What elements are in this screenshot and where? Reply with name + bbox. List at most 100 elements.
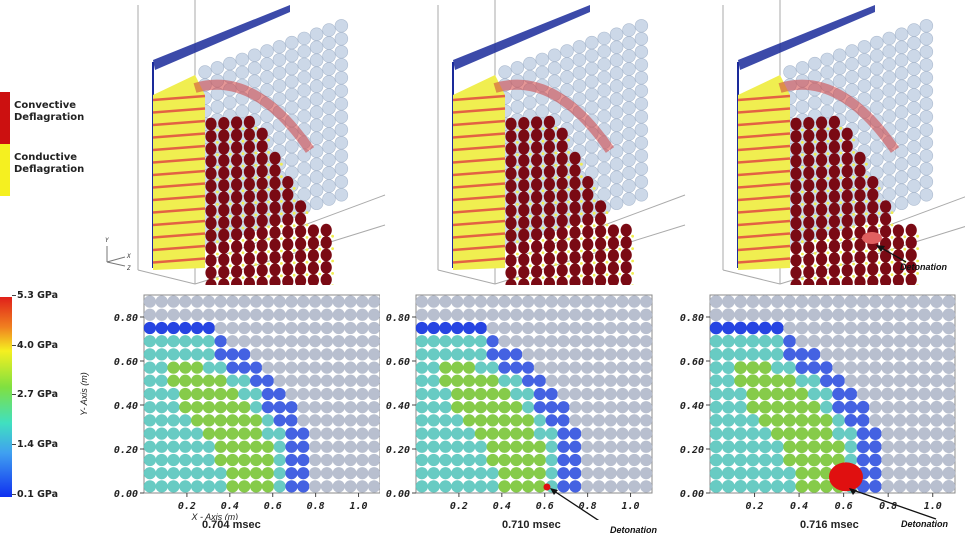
- particle: [881, 453, 894, 467]
- inert-cylinder: [597, 70, 611, 85]
- hotspot: [865, 249, 868, 253]
- hotspot: [852, 175, 855, 179]
- inert-cylinder: [609, 170, 624, 184]
- y-tick-label: 0.00: [114, 489, 138, 500]
- particle: [783, 453, 796, 467]
- convective-band: [152, 107, 206, 114]
- particle: [320, 414, 334, 427]
- hotspot: [801, 178, 804, 182]
- particle: [273, 427, 286, 440]
- inert-cylinder: [894, 79, 909, 93]
- particle: [155, 414, 168, 427]
- particle: [273, 414, 286, 427]
- hotspot: [516, 277, 519, 281]
- hotspot: [631, 272, 634, 275]
- reacted-cylinder: [854, 263, 866, 277]
- hotspot: [839, 263, 843, 266]
- hotspot: [516, 240, 519, 244]
- particle: [580, 308, 594, 321]
- hotspot: [890, 273, 894, 276]
- particle: [415, 440, 429, 453]
- inert-cylinder: [597, 148, 611, 163]
- particle: [297, 467, 310, 480]
- inert-cylinder: [882, 31, 896, 46]
- particle: [881, 361, 894, 374]
- inert-cylinder: [535, 65, 549, 80]
- particle: [415, 467, 429, 480]
- particle: [604, 427, 617, 440]
- particle: [545, 361, 558, 374]
- particle: [486, 453, 499, 467]
- plot-area: 0.800.600.400.200.000.2 0.4 0.6 0.8 1.0: [386, 294, 653, 520]
- hotspot: [228, 190, 232, 193]
- hotspot: [605, 223, 609, 227]
- particle: [545, 453, 558, 467]
- particle: [498, 440, 511, 453]
- particle: [832, 400, 845, 414]
- reacted-cylinder: [828, 215, 840, 228]
- particle: [807, 295, 821, 308]
- inert-cylinder: [907, 88, 921, 102]
- reacted-cylinder: [828, 252, 840, 265]
- particle: [746, 480, 760, 493]
- particle: [639, 335, 653, 348]
- particle: [893, 361, 907, 374]
- reacted-cylinder: [505, 192, 517, 205]
- reacted-cylinder: [543, 128, 555, 142]
- hotspot: [528, 202, 532, 206]
- particle: [143, 467, 157, 480]
- hotspot: [877, 224, 881, 228]
- particle: [202, 387, 216, 401]
- reacted-cylinder: [543, 202, 555, 216]
- particle: [820, 308, 833, 322]
- inert-cylinder: [832, 61, 847, 75]
- particle: [179, 467, 192, 480]
- hotspot: [592, 187, 596, 190]
- particle: [249, 321, 263, 335]
- particle: [179, 453, 192, 467]
- particle: [592, 361, 606, 374]
- particle: [557, 453, 570, 467]
- particle: [308, 440, 322, 453]
- reacted-cylinder: [295, 262, 307, 275]
- convective-band: [152, 94, 206, 102]
- particle: [918, 400, 931, 414]
- reacted-cylinder: [282, 225, 294, 239]
- hotspot: [292, 211, 296, 215]
- hotspot: [292, 236, 296, 240]
- hotspot: [567, 138, 570, 142]
- hotspot: [331, 259, 334, 263]
- particle: [486, 361, 499, 374]
- particle: [856, 361, 870, 374]
- inert-cylinder: [609, 105, 624, 119]
- particle: [214, 348, 227, 361]
- hotspot: [216, 128, 219, 132]
- particle: [832, 414, 845, 427]
- particle: [226, 440, 239, 453]
- inert-cylinder: [597, 174, 611, 189]
- hotspot: [801, 128, 804, 132]
- particle: [893, 440, 907, 454]
- hotspot: [228, 177, 232, 181]
- particle: [722, 295, 735, 308]
- particle: [628, 427, 641, 440]
- inert-cylinder: [609, 27, 624, 41]
- reacted-cylinder: [841, 239, 853, 253]
- reacted-cylinder: [841, 276, 853, 285]
- particle: [167, 308, 180, 321]
- particle: [569, 361, 582, 374]
- particle: [521, 387, 535, 401]
- particle: [580, 453, 594, 467]
- particle: [439, 374, 452, 387]
- particle: [249, 480, 263, 493]
- inert-cylinder: [309, 131, 324, 145]
- reacted-cylinder: [256, 202, 268, 215]
- particle: [356, 374, 369, 387]
- hotspot: [852, 213, 855, 216]
- reacted-cylinder: [269, 201, 281, 215]
- particle: [285, 308, 298, 321]
- inert-cylinder: [322, 192, 336, 206]
- reacted-cylinder: [803, 203, 815, 217]
- reacted-cylinder: [518, 278, 530, 285]
- particle: [856, 387, 870, 401]
